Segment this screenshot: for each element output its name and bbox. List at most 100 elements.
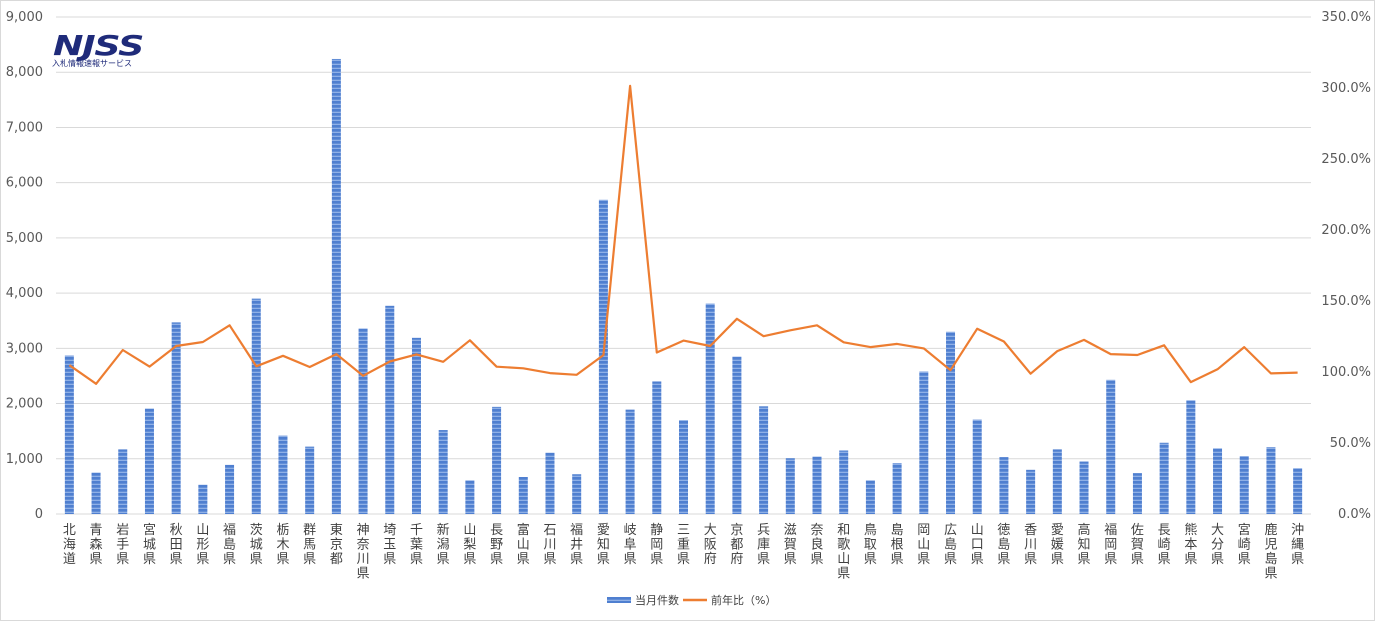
left-tick-label: 9,000 — [6, 10, 43, 25]
category-label: 千葉県 — [410, 523, 423, 567]
bar — [305, 446, 315, 514]
category-label: 富山県 — [517, 522, 530, 567]
bar — [64, 355, 74, 514]
bar — [732, 356, 742, 514]
bar — [839, 450, 849, 514]
left-tick-label: 7,000 — [6, 120, 43, 135]
right-tick-label: 250.0% — [1321, 152, 1371, 167]
category-label: 東京都 — [330, 522, 343, 567]
category-label: 島根県 — [891, 523, 904, 567]
legend-line-label: 前年比（%） — [711, 593, 776, 607]
bar — [225, 464, 235, 514]
category-label: 石川県 — [543, 523, 556, 567]
bar — [1079, 461, 1089, 514]
category-label: 宮崎県 — [1238, 522, 1251, 567]
right-tick-label: 100.0% — [1321, 365, 1371, 380]
category-label: 宮城県 — [143, 522, 156, 567]
category-label: 愛知県 — [597, 523, 610, 567]
right-tick-label: 350.0% — [1321, 10, 1371, 25]
bar — [759, 406, 769, 514]
right-axis-ticks: 0.0% 50.0% 100.0% 150.0% 200.0% 250.0% 300.0% 3… — [1321, 10, 1371, 522]
category-label: 岩手県 — [116, 523, 129, 567]
left-tick-label: 4,000 — [6, 286, 43, 301]
category-label: 福島県 — [223, 523, 236, 567]
bar — [625, 409, 635, 514]
bar — [465, 480, 475, 514]
logo-mark: NJSS — [53, 29, 143, 62]
category-label: 香川県 — [1024, 523, 1037, 567]
bar — [545, 452, 555, 514]
left-tick-label: 2,000 — [6, 397, 43, 412]
category-label: 新潟県 — [437, 522, 450, 567]
category-label: 岐阜県 — [624, 523, 637, 567]
bar — [652, 381, 662, 514]
bar — [1159, 442, 1169, 514]
category-label: 秋田県 — [170, 523, 183, 567]
category-label: 大阪府 — [704, 523, 717, 567]
category-label: 兵庫県 — [757, 523, 770, 567]
left-tick-label: 3,000 — [6, 341, 43, 356]
category-label: 茨城県 — [250, 523, 263, 567]
bar — [171, 322, 181, 514]
line-series — [68, 84, 1298, 385]
category-label: 高知県 — [1078, 522, 1091, 567]
category-label: 熊本県 — [1184, 522, 1197, 567]
legend: 当月件数 前年比（%） — [607, 593, 776, 607]
category-label: 北海道 — [63, 523, 76, 567]
bar — [144, 408, 154, 514]
category-label: 大分県 — [1211, 523, 1224, 567]
left-tick-label: 0 — [35, 507, 43, 522]
bar — [1026, 469, 1036, 514]
category-label: 栃木県 — [276, 523, 289, 567]
bar — [1106, 379, 1116, 514]
category-label: 愛媛県 — [1051, 523, 1064, 567]
bar — [972, 419, 982, 514]
category-label: 京都府 — [730, 523, 743, 567]
bar — [438, 430, 448, 514]
bar — [251, 298, 261, 514]
right-tick-label: 200.0% — [1321, 223, 1371, 238]
bar — [1052, 449, 1062, 514]
njss-logo: NJSS — [53, 29, 144, 62]
bar — [1293, 468, 1303, 514]
bar — [358, 328, 368, 514]
category-label: 静岡県 — [650, 523, 663, 567]
category-label: 奈良県 — [811, 523, 824, 567]
category-label: 長崎県 — [1158, 523, 1171, 567]
bar — [331, 58, 341, 515]
category-label: 長野県 — [490, 523, 503, 567]
category-label: 山梨県 — [463, 523, 476, 567]
logo-tagline: 入札情報速報サービス — [52, 59, 132, 68]
right-tick-label: 150.0% — [1321, 294, 1371, 309]
legend-bar-swatch — [607, 597, 631, 603]
bar — [385, 305, 395, 514]
bar-series — [64, 58, 1303, 515]
left-tick-label: 8,000 — [6, 65, 43, 80]
bar — [1266, 447, 1276, 514]
category-label: 沖縄県 — [1291, 523, 1304, 567]
bar — [1132, 473, 1142, 514]
category-label: 鳥取県 — [864, 523, 877, 567]
bar — [919, 371, 929, 514]
bar — [572, 474, 582, 514]
bar — [812, 456, 822, 514]
gridlines — [56, 16, 1311, 515]
right-tick-label: 300.0% — [1321, 81, 1371, 96]
left-tick-label: 6,000 — [6, 176, 43, 191]
bar — [1239, 456, 1249, 514]
category-label: 鹿児島県 — [1264, 522, 1277, 582]
category-label: 福岡県 — [1104, 523, 1117, 567]
bar — [118, 449, 128, 514]
category-label: 青森県 — [90, 523, 103, 567]
left-tick-label: 1,000 — [6, 452, 43, 467]
left-axis-ticks: 0 1,000 2,000 3,000 4,000 5,000 6,000 7,000 8,00… — [6, 10, 43, 522]
bar — [278, 435, 288, 514]
bar — [411, 337, 421, 514]
bar — [198, 484, 208, 514]
bar — [598, 199, 608, 514]
bar — [1186, 400, 1196, 514]
bar — [679, 420, 688, 514]
